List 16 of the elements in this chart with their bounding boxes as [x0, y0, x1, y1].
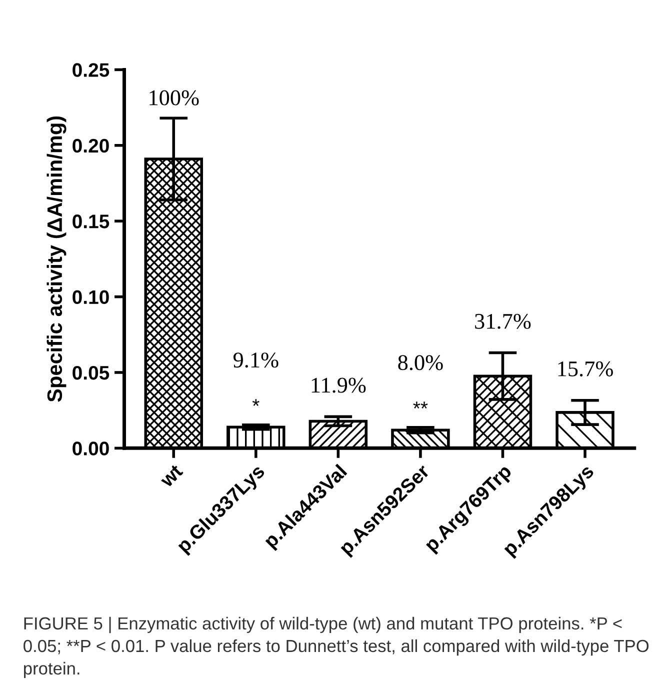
y-tick-label: 0.00	[72, 442, 109, 456]
y-tick-label: 0.10	[72, 290, 109, 304]
annotation: *	[252, 399, 260, 406]
y-tick-label: 0.05	[72, 366, 110, 380]
y-tick-label: 0.25	[72, 63, 110, 77]
annotation: 8.0%	[398, 355, 443, 370]
annotation: 100%	[150, 90, 199, 106]
y-axis-title: Specific activity (ΔA/min/mg)	[46, 116, 66, 402]
annotation: 31.7%	[475, 314, 531, 329]
y-tick-label: 0.20	[72, 138, 109, 153]
y-tick-label: 0.15	[72, 214, 110, 228]
annotation: 11.9%	[312, 378, 366, 393]
caption: FIGURE 5 | Enzymatic activity of wild-type (wt) and mutant TPO proteins. *P < 0.05; **P < 0.01. P value refers to Dunnett’s test, all compared with wild-type TPO protein.	[24, 616, 649, 678]
annotation: 15.7%	[558, 361, 613, 376]
annotation: **	[413, 402, 428, 409]
annotation: 9.1%	[233, 352, 278, 368]
